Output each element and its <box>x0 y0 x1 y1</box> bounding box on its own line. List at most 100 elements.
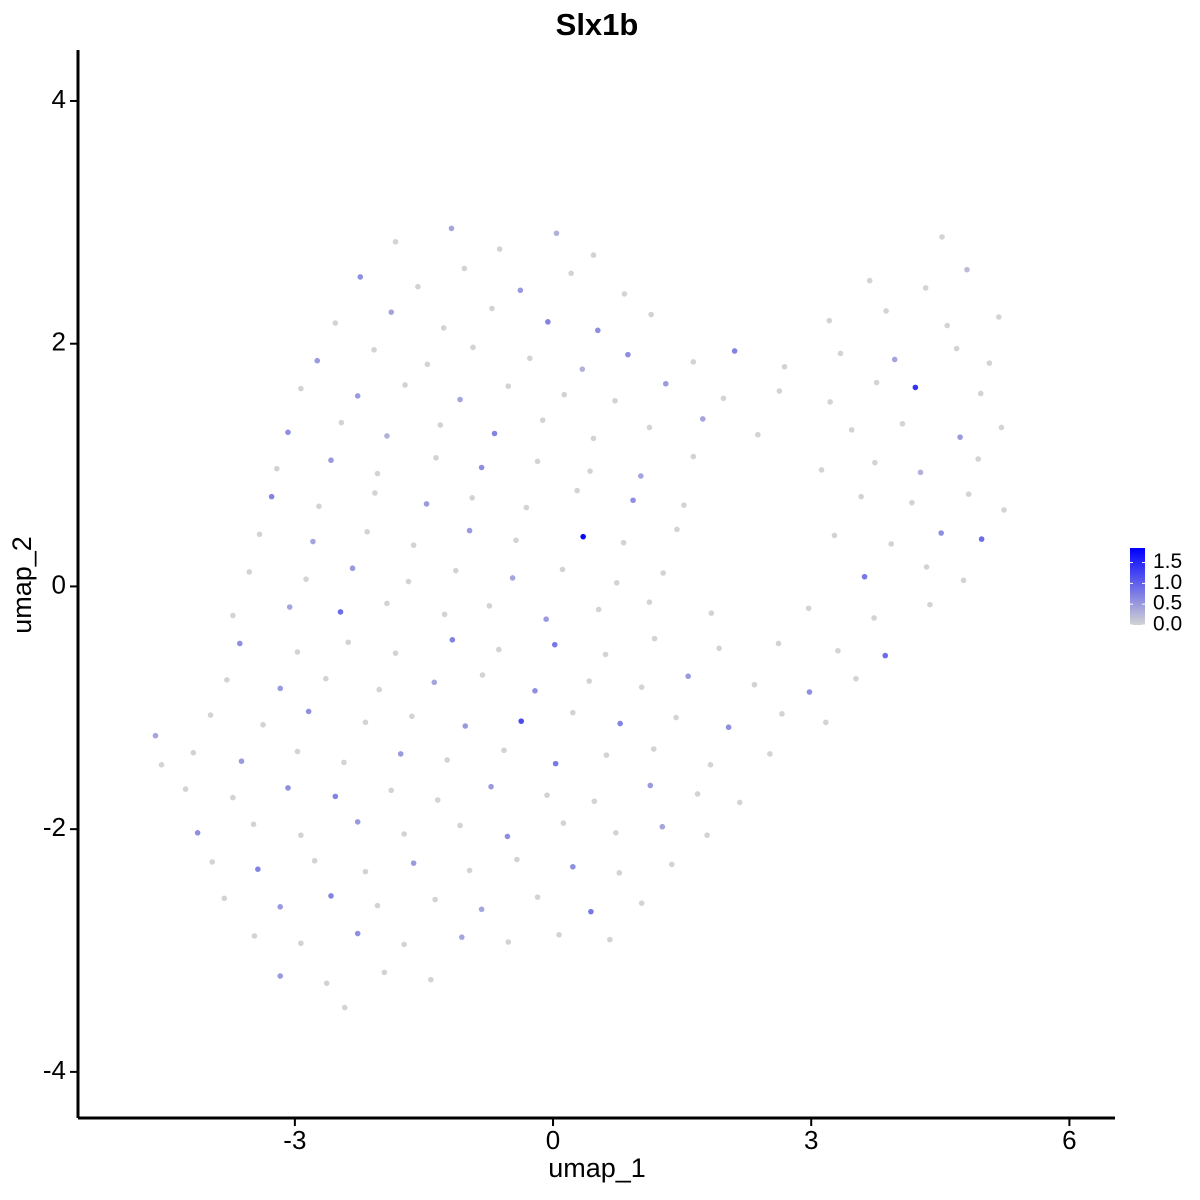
cell-point <box>504 833 511 840</box>
cell-point <box>553 230 560 237</box>
cell-point <box>376 686 383 693</box>
cell-point <box>294 748 301 755</box>
cell-point <box>651 635 658 642</box>
cell-point <box>647 782 654 789</box>
cell-point <box>478 906 485 913</box>
cell-point <box>314 357 321 364</box>
cell-point <box>285 785 291 791</box>
cell-point <box>532 688 538 694</box>
cell-point <box>883 308 889 314</box>
cell-point <box>514 856 520 863</box>
cell-point <box>716 645 722 652</box>
cell-point <box>444 757 450 763</box>
cell-point <box>246 569 253 575</box>
cell-point <box>826 317 833 324</box>
cell-point <box>616 870 623 876</box>
cell-point <box>354 393 361 399</box>
cell-point <box>590 252 597 258</box>
cell-point <box>882 652 889 659</box>
cell-point <box>638 473 644 479</box>
cell-point <box>704 832 710 839</box>
cell-point <box>873 379 880 386</box>
cell-point <box>775 640 782 647</box>
colorbar-label: 0.0 <box>1153 613 1182 636</box>
cell-point <box>236 640 243 647</box>
cell-point <box>479 672 486 678</box>
cell-point <box>251 933 258 939</box>
cell-point <box>818 467 825 473</box>
cell-point <box>912 384 919 391</box>
cell-point <box>767 751 773 757</box>
colorbar <box>1130 548 1145 625</box>
cell-point <box>720 395 727 402</box>
cell-point <box>625 351 631 358</box>
cell-point <box>570 709 576 716</box>
cell-point <box>461 265 468 272</box>
cell-point <box>374 902 381 909</box>
cell-point <box>638 684 645 690</box>
cell-point <box>805 605 812 612</box>
x-axis-title: umap_1 <box>548 1153 646 1183</box>
cell-point <box>513 537 519 544</box>
cell-point <box>888 541 895 547</box>
cell-point <box>527 355 533 362</box>
cell-point <box>953 345 960 352</box>
cell-point <box>603 752 610 758</box>
cell-point <box>364 529 370 535</box>
cell-point <box>561 391 568 398</box>
cell-point <box>505 383 512 389</box>
cell-point <box>534 894 541 900</box>
cell-point <box>505 939 512 945</box>
cell-point <box>207 712 214 718</box>
cell-point <box>434 797 441 803</box>
cell-point <box>182 786 189 792</box>
cell-point <box>466 867 473 874</box>
cell-point <box>612 397 618 404</box>
cell-point <box>872 459 878 466</box>
cell-point <box>311 857 318 864</box>
cell-point <box>545 319 551 325</box>
cell-point <box>298 940 304 947</box>
cell-point <box>779 711 785 717</box>
cell-point <box>194 829 201 836</box>
cell-point <box>209 859 216 865</box>
cell-point <box>310 538 316 545</box>
cell-point <box>551 641 558 648</box>
cell-point <box>646 424 653 431</box>
cell-point <box>591 798 598 805</box>
cell-point <box>617 720 623 727</box>
cell-point <box>646 599 653 606</box>
cell-point <box>544 792 550 798</box>
cell-point <box>776 388 783 394</box>
cell-point <box>354 819 361 825</box>
cell-point <box>556 931 562 938</box>
cell-point <box>978 536 985 542</box>
cell-point <box>938 530 944 536</box>
cell-point <box>424 361 431 368</box>
cell-point <box>349 565 356 572</box>
cell-point <box>440 325 447 331</box>
cell-point <box>965 491 972 497</box>
y-axis-title: umap_2 <box>7 536 37 634</box>
cell-point <box>517 287 524 294</box>
cell-point <box>190 749 197 756</box>
cell-point <box>621 291 628 297</box>
cell-point <box>977 390 984 397</box>
cell-point <box>230 794 236 801</box>
cell-point <box>587 468 593 474</box>
cell-point <box>328 457 334 464</box>
cell-point <box>909 499 915 506</box>
y-tick-label: -4 <box>43 1055 66 1085</box>
cell-point <box>685 673 691 680</box>
cell-point <box>250 821 257 828</box>
cell-point <box>964 266 970 273</box>
cell-point <box>736 799 743 806</box>
cell-point <box>534 458 541 465</box>
cell-point <box>152 732 159 739</box>
cell-point <box>1001 507 1007 513</box>
cell-point <box>922 285 929 291</box>
cell-point <box>861 573 868 580</box>
cell-point <box>415 283 421 290</box>
cell-point <box>613 829 619 836</box>
y-tick-label: -2 <box>43 812 66 842</box>
